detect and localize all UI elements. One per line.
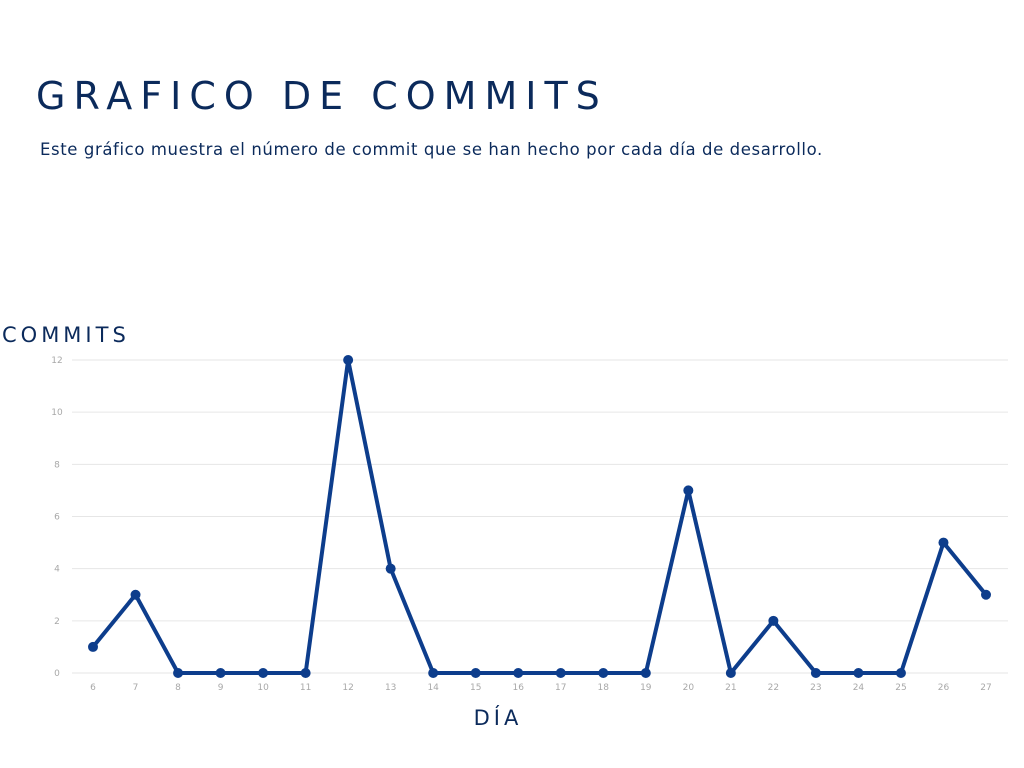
gridlines [72, 359, 1008, 674]
data-point [810, 668, 821, 678]
data-point [938, 537, 949, 548]
series-line [91, 358, 988, 675]
data-point [725, 668, 736, 678]
data-point [300, 668, 311, 678]
data-point [428, 668, 439, 678]
data-point [343, 355, 354, 365]
y-tick-label: 4 [54, 565, 60, 575]
series-commits [88, 355, 991, 678]
data-point [768, 615, 779, 626]
data-point [981, 589, 991, 600]
x-tick-label: 25 [895, 683, 906, 693]
data-point [683, 485, 694, 496]
x-tick-label: 15 [470, 683, 481, 693]
data-point [470, 668, 481, 678]
data-point [853, 668, 864, 678]
x-tick-label: 14 [427, 683, 439, 693]
x-tick-label: 22 [768, 683, 779, 693]
x-tick-label: 27 [980, 683, 991, 693]
data-point [173, 668, 184, 678]
x-tick-label: 26 [938, 683, 950, 693]
data-point [598, 668, 609, 678]
x-tick-label: 10 [257, 683, 269, 693]
data-point [895, 668, 906, 678]
data-point [258, 668, 269, 678]
x-axis-title: DÍA [474, 705, 523, 730]
data-point [130, 589, 141, 600]
y-axis-title: COMMITS [2, 323, 130, 347]
page-title: GRAFICO DE COMMITS [36, 74, 608, 118]
y-tick-label: 8 [54, 460, 60, 470]
y-tick-label: 0 [54, 669, 60, 679]
y-axis-ticks: 0 2 4 6 8 10 12 [51, 356, 63, 679]
x-tick-label: 21 [725, 683, 736, 693]
x-tick-label: 9 [218, 683, 224, 693]
x-tick-label: 16 [513, 683, 525, 693]
x-tick-label: 6 [90, 683, 96, 693]
x-axis-ticks: 6 7 8 9 10 11 12 13 14 15 16 17 18 19 20 21 22 23 24 25 26 27 [90, 683, 992, 693]
data-point [215, 668, 226, 678]
y-tick-label: 6 [54, 513, 60, 523]
x-tick-label: 7 [133, 683, 139, 693]
y-tick-label: 2 [54, 617, 60, 627]
x-tick-label: 17 [555, 683, 566, 693]
data-point [88, 641, 98, 652]
x-tick-label: 11 [300, 683, 311, 693]
x-tick-label: 8 [175, 683, 181, 693]
data-point [513, 668, 524, 678]
data-point [555, 668, 566, 678]
data-point [640, 668, 651, 678]
x-tick-label: 13 [385, 683, 396, 693]
page-subtitle: Este gráfico muestra el número de commit… [40, 140, 823, 159]
y-tick-label: 10 [51, 408, 63, 418]
data-point [385, 563, 396, 574]
x-tick-label: 20 [683, 683, 695, 693]
x-tick-label: 23 [810, 683, 821, 693]
y-tick-label: 12 [51, 356, 62, 366]
x-tick-label: 18 [598, 683, 610, 693]
x-tick-label: 19 [640, 683, 652, 693]
x-tick-label: 24 [853, 683, 865, 693]
x-tick-label: 12 [342, 683, 353, 693]
